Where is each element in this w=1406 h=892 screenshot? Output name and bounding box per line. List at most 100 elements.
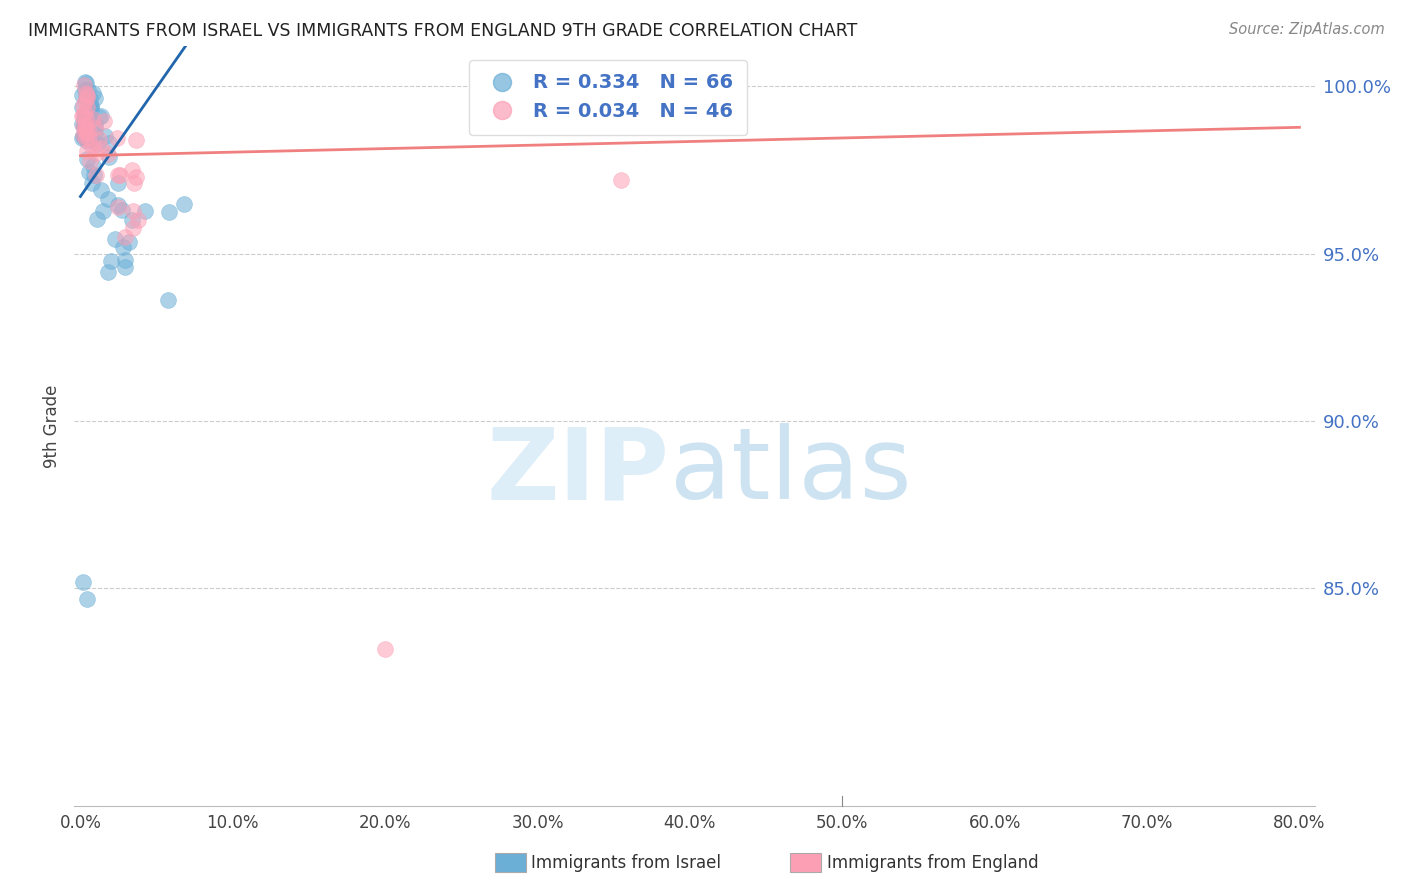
Point xyxy=(76,120,98,134)
Point xyxy=(73,83,96,97)
Point xyxy=(70,110,93,124)
Point xyxy=(89,110,111,124)
Text: Immigrants from England: Immigrants from England xyxy=(827,854,1039,871)
Point xyxy=(77,83,100,97)
Point xyxy=(111,202,134,217)
Point xyxy=(374,641,396,656)
Point xyxy=(91,204,114,219)
Point xyxy=(70,87,93,102)
Point xyxy=(72,109,94,123)
Point xyxy=(97,146,120,161)
Point xyxy=(82,86,104,100)
Point xyxy=(107,168,129,182)
Point xyxy=(75,112,97,126)
Text: IMMIGRANTS FROM ISRAEL VS IMMIGRANTS FROM ENGLAND 9TH GRADE CORRELATION CHART: IMMIGRANTS FROM ISRAEL VS IMMIGRANTS FRO… xyxy=(28,22,858,40)
Point xyxy=(77,122,100,136)
Point xyxy=(75,120,97,135)
Point xyxy=(86,136,108,151)
Point xyxy=(97,136,120,151)
Point xyxy=(73,112,96,126)
Point xyxy=(80,100,103,114)
Point xyxy=(72,119,94,133)
Point xyxy=(76,134,98,148)
Point xyxy=(122,220,145,235)
Point xyxy=(79,154,101,169)
Point xyxy=(79,132,101,146)
Point xyxy=(73,75,96,89)
Point xyxy=(79,99,101,113)
Point xyxy=(75,108,97,122)
Point xyxy=(72,574,94,589)
Legend: R = 0.334   N = 66, R = 0.034   N = 46: R = 0.334 N = 66, R = 0.034 N = 46 xyxy=(468,60,747,135)
Point xyxy=(100,254,122,268)
Point xyxy=(107,176,129,190)
Point xyxy=(97,150,120,164)
Point xyxy=(73,118,96,132)
Point xyxy=(127,213,149,227)
Point xyxy=(84,145,107,160)
Point xyxy=(82,140,104,154)
Point xyxy=(77,100,100,114)
Point xyxy=(157,205,180,219)
Point xyxy=(76,91,98,105)
Point xyxy=(76,107,98,121)
Point xyxy=(72,128,94,143)
Y-axis label: 9th Grade: 9th Grade xyxy=(44,384,60,467)
Point xyxy=(114,229,136,244)
Point xyxy=(80,102,103,116)
Point xyxy=(83,168,105,182)
Point xyxy=(108,168,131,182)
Point xyxy=(86,212,108,227)
Point xyxy=(75,125,97,139)
Point xyxy=(73,130,96,145)
Point xyxy=(104,232,127,246)
Point xyxy=(134,203,156,218)
Point xyxy=(124,169,146,184)
Point xyxy=(72,128,94,142)
Point xyxy=(671,83,693,97)
Point xyxy=(156,293,179,307)
Point xyxy=(75,76,97,90)
Text: Immigrants from Israel: Immigrants from Israel xyxy=(531,854,721,871)
Point xyxy=(87,132,110,146)
Point xyxy=(84,117,107,131)
Point xyxy=(75,112,97,126)
Point xyxy=(76,152,98,166)
Point xyxy=(93,129,115,144)
Point xyxy=(82,176,104,190)
Point xyxy=(122,176,145,190)
Point xyxy=(77,131,100,145)
Text: Source: ZipAtlas.com: Source: ZipAtlas.com xyxy=(1229,22,1385,37)
Point xyxy=(107,197,129,211)
Point xyxy=(79,92,101,106)
Point xyxy=(114,253,136,268)
Point xyxy=(118,235,141,249)
Point xyxy=(82,112,104,126)
Point xyxy=(122,203,145,218)
Point xyxy=(76,100,98,114)
Point xyxy=(90,183,112,197)
Point xyxy=(75,132,97,146)
Point xyxy=(73,109,96,123)
Point xyxy=(97,265,120,279)
Point xyxy=(75,94,97,108)
Point xyxy=(173,196,195,211)
Point xyxy=(76,591,98,606)
Point xyxy=(97,193,120,207)
Point xyxy=(112,240,135,254)
Point xyxy=(76,87,98,102)
Point xyxy=(76,124,98,138)
Point xyxy=(76,126,98,140)
Point xyxy=(82,159,104,173)
Point xyxy=(84,168,107,182)
Point xyxy=(77,165,100,179)
Point xyxy=(83,91,105,105)
Point xyxy=(105,131,128,145)
Point xyxy=(72,131,94,145)
Point xyxy=(72,100,94,114)
Point xyxy=(75,86,97,100)
Point xyxy=(76,110,98,124)
Text: atlas: atlas xyxy=(669,423,911,520)
Point xyxy=(84,120,107,135)
Point xyxy=(76,144,98,158)
